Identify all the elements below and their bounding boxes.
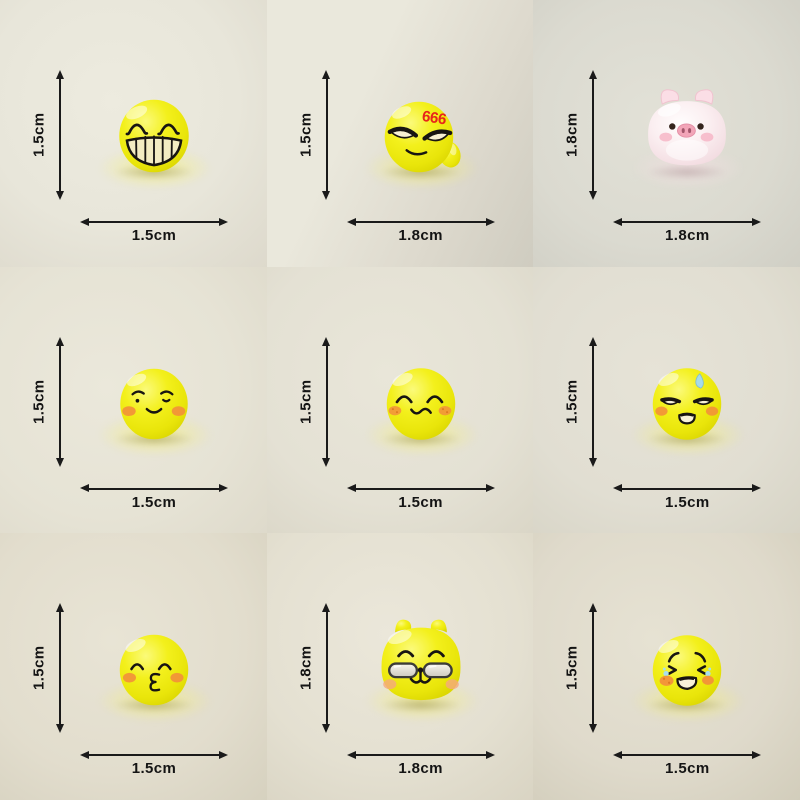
vertical-dimension-arrow [588,70,597,200]
vertical-dimension-arrow [588,603,597,734]
horizontal-dimension-arrow [613,217,762,226]
figurine-image [632,352,742,450]
figurine-shadow [380,697,461,714]
width-dimension-label: 1.5cm [131,227,177,244]
product-photo-cell: 1.5cm 1.5cm [533,266,800,534]
product-photo-cell: 1.5cm 666 1.8cm [266,0,534,267]
crying-face-figurine-icon [653,635,722,707]
figurine-image [99,352,209,450]
horizontal-dimension-arrow [346,484,495,493]
vertical-dimension-arrow [55,336,64,467]
cat-face-figurine-icon [381,620,461,701]
horizontal-dimension-arrow [346,217,495,226]
figurine-image [366,352,476,450]
sweat-drop-face-figurine-icon [653,367,722,440]
figurine-image [99,618,209,716]
height-dimension-label: 1.5cm [563,379,581,424]
pink-pig-figurine-icon [648,89,727,166]
product-photo-cell: 1.8cm 1.8cm [266,533,534,800]
width-dimension-label: 1.5cm [665,493,710,511]
forehead-text: 666 [420,108,446,129]
horizontal-dimension-arrow [80,750,228,759]
smirking-666-face-figurine-icon: 666 [384,101,461,173]
width-dimension-label: 1.8cm [398,227,443,244]
product-photo-cell: 1.5cm 1.5cm [0,0,267,267]
vertical-dimension-arrow [322,336,331,467]
height-dimension-label: 1.5cm [30,379,48,424]
vertical-dimension-arrow [322,70,331,200]
horizontal-dimension-arrow [613,750,762,759]
vertical-dimension-arrow [55,603,64,734]
width-dimension-label: 1.5cm [131,493,177,511]
figurine-image [632,618,742,716]
vertical-dimension-arrow [55,70,64,200]
horizontal-dimension-arrow [80,484,228,493]
product-photo-cell: 1.5cm 1.5cm [266,266,534,534]
figurine-shadow [647,164,728,180]
width-dimension-label: 1.5cm [398,493,443,511]
horizontal-dimension-arrow [346,750,495,759]
width-dimension-label: 1.5cm [131,760,177,778]
height-dimension-label: 1.5cm [563,646,581,691]
height-dimension-label: 1.5cm [297,112,315,158]
width-dimension-label: 1.5cm [665,760,710,778]
product-photo-cell: 1.5cm 1.5cm [0,533,267,800]
vertical-dimension-arrow [588,336,597,467]
figurine-image [366,618,476,716]
grinning-face-figurine-icon [119,99,189,173]
figurine-image [632,85,742,183]
product-photo-cell: 1.8cm 1.8cm [533,0,800,267]
figurine-image [99,85,209,183]
vertical-dimension-arrow [322,603,331,734]
height-dimension-label: 1.5cm [297,379,315,424]
content-smile-face-figurine-icon [386,367,455,440]
kissing-face-figurine-icon [119,635,189,706]
height-dimension-label: 1.8cm [563,112,581,158]
product-photo-cell: 1.5cm 1.5cm [533,533,800,800]
figurine-image: 666 [366,85,476,183]
height-dimension-label: 1.8cm [297,646,315,691]
width-dimension-label: 1.8cm [665,227,710,244]
horizontal-dimension-arrow [80,217,228,226]
horizontal-dimension-arrow [613,484,762,493]
height-dimension-label: 1.5cm [30,646,48,691]
product-photo-cell: 1.5cm 1.5cm [0,266,267,534]
width-dimension-label: 1.8cm [398,760,443,778]
shy-blush-face-figurine-icon [120,368,188,439]
height-dimension-label: 1.5cm [30,112,48,158]
